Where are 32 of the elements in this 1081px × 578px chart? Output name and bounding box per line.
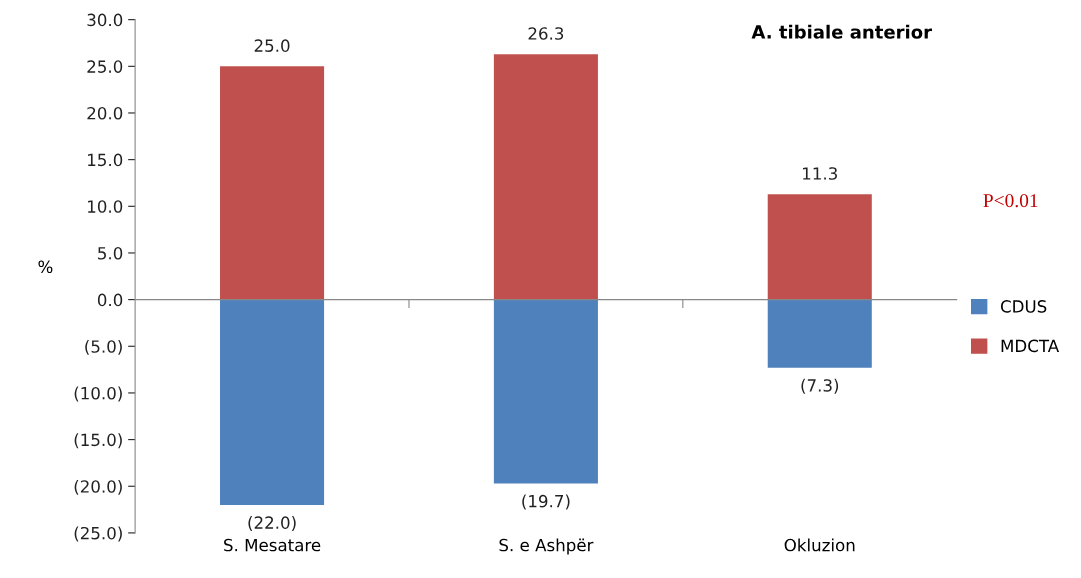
text: P<0.01 <box>983 194 1038 208</box>
y-tick-label: 25.0 <box>87 60 123 73</box>
y-tick-label: 10.0 <box>88 200 123 213</box>
legend-label: MDCTA <box>1001 339 1060 353</box>
y-tick-label: 15.0 <box>88 153 123 167</box>
data-label: (19.7) <box>522 494 570 510</box>
y-tick-label: (15.0) <box>74 433 122 449</box>
bar <box>220 66 325 300</box>
y-tick-label: 20.0 <box>87 106 123 120</box>
data-label: 26.3 <box>528 27 564 40</box>
y-tick-label: (5.0) <box>85 339 122 355</box>
y-tick-label: (25.0) <box>74 526 122 542</box>
data-label: 11.3 <box>803 167 837 180</box>
y-tick-label: (20.0) <box>74 479 122 495</box>
x-tick-label: S. Mesatare <box>224 538 321 552</box>
data-label: (7.3) <box>801 378 839 394</box>
y-axis-title: % <box>38 260 53 274</box>
bar <box>493 299 598 484</box>
y-tick-label: 30.0 <box>87 13 123 27</box>
y-tick-label: 5.0 <box>98 246 123 260</box>
y-tick-label: 0.0 <box>97 293 123 307</box>
bar <box>493 54 598 300</box>
bar <box>220 299 325 505</box>
data-label: (22.0) <box>248 516 296 531</box>
x-tick-label: S. e Ashpër <box>499 538 594 555</box>
legend-label: CDUS <box>1000 300 1047 313</box>
data-label: 25.0 <box>254 39 290 52</box>
bar <box>767 194 872 300</box>
bar <box>767 299 872 368</box>
chart-title: A. tibiale anterior <box>751 24 932 39</box>
x-tick-label: Okluzion <box>784 538 855 552</box>
y-tick-label: (10.0) <box>74 386 122 402</box>
